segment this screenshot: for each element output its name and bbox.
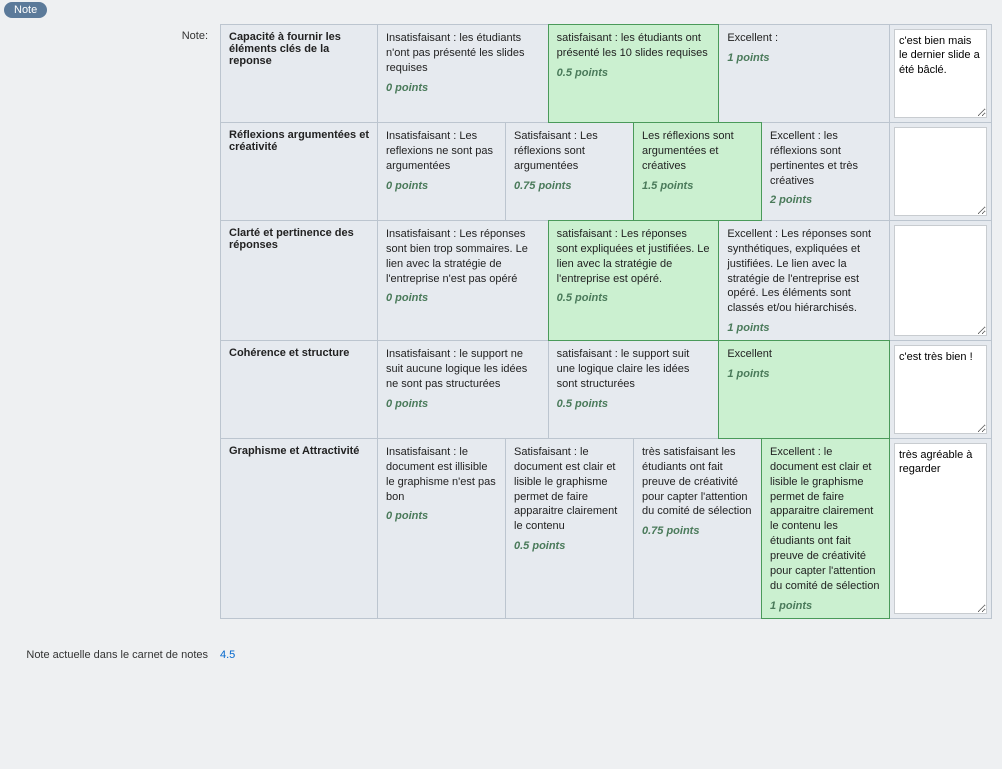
rubric-container: Note: Capacité à fournir les éléments cl… xyxy=(0,24,1002,681)
current-grade-value: 4.5 xyxy=(220,649,235,661)
note-tab[interactable]: Note xyxy=(4,2,47,18)
level-cell[interactable]: Insatisfaisant : le document est illisib… xyxy=(378,439,506,617)
level-description: Les réflexions sont argumentées et créat… xyxy=(642,129,753,174)
level-description: satisfaisant : Les réponses sont expliqu… xyxy=(557,227,711,286)
level-description: Insatisfaisant : Les réponses sont bien … xyxy=(386,227,540,286)
criterion-cell: Capacité à fournir les éléments clés de … xyxy=(220,25,378,122)
level-cell[interactable]: Excellent : Les réponses sont synthétiqu… xyxy=(719,221,890,340)
level-points: 1.5 points xyxy=(642,180,753,192)
level-description: Satisfaisant : le document est clair et … xyxy=(514,445,625,534)
level-cell[interactable]: Excellent : 1 points xyxy=(719,25,890,122)
rubric-row: Clarté et pertinence des réponsesInsatis… xyxy=(220,220,992,340)
rubric-row: Cohérence et structureInsatisfaisant : l… xyxy=(220,340,992,438)
level-description: Excellent : les réflexions sont pertinen… xyxy=(770,129,881,188)
level-description: Insatisfaisant : le support ne suit aucu… xyxy=(386,347,540,392)
level-description: Excellent : le document est clair et lis… xyxy=(770,445,881,593)
level-cell[interactable]: Les réflexions sont argumentées et créat… xyxy=(633,122,762,221)
rubric-row: Réflexions argumentées et créativitéInsa… xyxy=(220,122,992,220)
comment-textarea[interactable] xyxy=(894,29,987,118)
level-cell[interactable]: satisfaisant : le support suit une logiq… xyxy=(549,341,720,438)
level-cell[interactable]: Excellent 1 points xyxy=(718,340,890,439)
level-description: Insatisfaisant : les étudiants n'ont pas… xyxy=(386,31,540,76)
level-points: 0.5 points xyxy=(557,292,711,304)
level-cell[interactable]: Satisfaisant : Les réflexions sont argum… xyxy=(506,123,634,220)
level-points: 0.5 points xyxy=(514,540,625,552)
level-cell[interactable]: Excellent : les réflexions sont pertinen… xyxy=(762,123,890,220)
comment-textarea[interactable] xyxy=(894,345,987,434)
levels-wrap: Insatisfaisant : le support ne suit aucu… xyxy=(378,341,890,438)
comment-cell xyxy=(890,341,992,438)
level-points: 0.75 points xyxy=(642,525,753,537)
level-cell[interactable]: Satisfaisant : le document est clair et … xyxy=(506,439,634,617)
level-points: 0 points xyxy=(386,398,540,410)
comment-cell xyxy=(890,25,992,122)
level-cell[interactable]: Insatisfaisant : Les réponses sont bien … xyxy=(378,221,549,340)
rubric-row: Graphisme et AttractivitéInsatisfaisant … xyxy=(220,438,992,618)
level-points: 0 points xyxy=(386,292,540,304)
levels-wrap: Insatisfaisant : Les réponses sont bien … xyxy=(378,221,890,340)
level-points: 0.5 points xyxy=(557,67,711,79)
comment-cell xyxy=(890,439,992,617)
level-description: Insatisfaisant : Les reflexions ne sont … xyxy=(386,129,497,174)
level-points: 0 points xyxy=(386,510,497,522)
levels-wrap: Insatisfaisant : le document est illisib… xyxy=(378,439,890,617)
level-points: 1 points xyxy=(770,600,881,612)
level-points: 1 points xyxy=(727,52,881,64)
level-cell[interactable]: Insatisfaisant : Les reflexions ne sont … xyxy=(378,123,506,220)
note-label: Note: xyxy=(10,24,220,42)
level-points: 0 points xyxy=(386,180,497,192)
levels-wrap: Insatisfaisant : les étudiants n'ont pas… xyxy=(378,25,890,122)
criterion-cell: Réflexions argumentées et créativité xyxy=(220,123,378,220)
rubric-row: Capacité à fournir les éléments clés de … xyxy=(220,24,992,122)
criterion-cell: Clarté et pertinence des réponses xyxy=(220,221,378,340)
level-cell[interactable]: satisfaisant : les étudiants ont présent… xyxy=(548,24,720,123)
comment-cell xyxy=(890,123,992,220)
level-points: 2 points xyxy=(770,194,881,206)
level-cell[interactable]: Insatisfaisant : le support ne suit aucu… xyxy=(378,341,549,438)
current-grade-label: Note actuelle dans le carnet de notes xyxy=(10,649,220,661)
criterion-cell: Cohérence et structure xyxy=(220,341,378,438)
levels-wrap: Insatisfaisant : Les reflexions ne sont … xyxy=(378,123,890,220)
level-cell[interactable]: Insatisfaisant : les étudiants n'ont pas… xyxy=(378,25,549,122)
comment-cell xyxy=(890,221,992,340)
level-points: 0.5 points xyxy=(557,398,711,410)
level-points: 0.75 points xyxy=(514,180,625,192)
rubric-grid: Capacité à fournir les éléments clés de … xyxy=(220,24,992,619)
level-description: satisfaisant : le support suit une logiq… xyxy=(557,347,711,392)
grade-footer: Note actuelle dans le carnet de notes 4.… xyxy=(10,649,992,661)
level-points: 0 points xyxy=(386,82,540,94)
level-description: Excellent : xyxy=(727,31,881,46)
level-description: satisfaisant : les étudiants ont présent… xyxy=(557,31,711,61)
comment-textarea[interactable] xyxy=(894,225,987,336)
level-description: Excellent : Les réponses sont synthétiqu… xyxy=(727,227,881,316)
level-points: 1 points xyxy=(727,322,881,334)
comment-textarea[interactable] xyxy=(894,127,987,216)
level-description: Excellent xyxy=(727,347,881,362)
level-cell[interactable]: très satisfaisant les étudiants ont fait… xyxy=(634,439,762,617)
criterion-cell: Graphisme et Attractivité xyxy=(220,439,378,617)
level-cell[interactable]: Excellent : le document est clair et lis… xyxy=(761,438,890,618)
level-description: très satisfaisant les étudiants ont fait… xyxy=(642,445,753,519)
comment-textarea[interactable] xyxy=(894,443,987,613)
level-description: Satisfaisant : Les réflexions sont argum… xyxy=(514,129,625,174)
level-points: 1 points xyxy=(727,368,881,380)
level-description: Insatisfaisant : le document est illisib… xyxy=(386,445,497,504)
level-cell[interactable]: satisfaisant : Les réponses sont expliqu… xyxy=(548,220,720,341)
